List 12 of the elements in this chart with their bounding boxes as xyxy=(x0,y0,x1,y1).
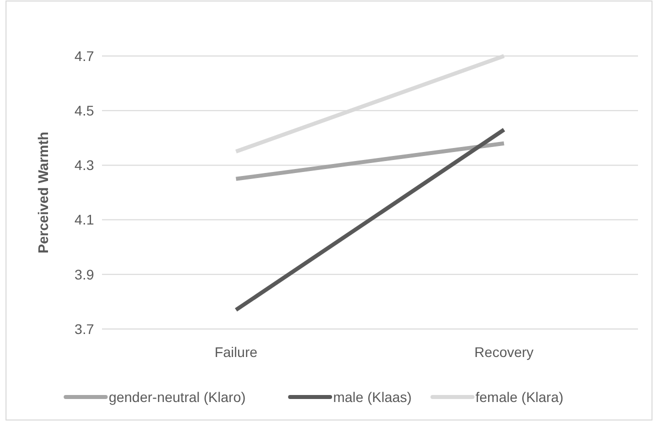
y-axis-title: Perceived Warmth xyxy=(35,132,51,254)
x-tick-label: Recovery xyxy=(474,344,534,360)
y-tick-label: 3.7 xyxy=(74,320,94,337)
y-tick-label: 4.1 xyxy=(74,212,94,228)
y-tick-label: 4.5 xyxy=(74,102,94,118)
y-tick-label: 4.3 xyxy=(74,157,94,174)
y-tick-label: 3.9 xyxy=(74,266,94,282)
legend-label: female (Klara) xyxy=(476,388,564,405)
legend-label: male (Klaas) xyxy=(333,388,412,405)
legend-label: gender-neutral (Klaro) xyxy=(108,388,246,405)
y-tick-label: 4.7 xyxy=(74,48,94,64)
x-tick-label: Failure xyxy=(214,344,258,360)
